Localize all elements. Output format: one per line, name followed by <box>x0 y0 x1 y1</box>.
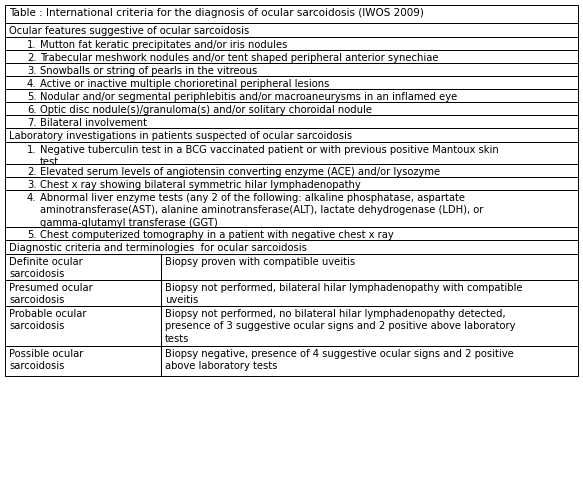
Bar <box>161 306 578 346</box>
Text: Biopsy negative, presence of 4 suggestive ocular signs and 2 positive
above labo: Biopsy negative, presence of 4 suggestiv… <box>165 349 514 371</box>
Bar <box>5 115 578 128</box>
Bar <box>5 5 578 23</box>
Bar <box>161 280 578 306</box>
Text: 7.: 7. <box>27 118 37 128</box>
Text: 2.: 2. <box>27 53 37 63</box>
Text: Definite ocular
sarcoidosis: Definite ocular sarcoidosis <box>9 257 83 279</box>
Text: Chest x ray showing bilateral symmetric hilar lymphadenopathy: Chest x ray showing bilateral symmetric … <box>40 180 361 190</box>
Text: Laboratory investigations in patients suspected of ocular sarcoidosis: Laboratory investigations in patients su… <box>9 131 352 141</box>
Text: 1.: 1. <box>27 145 37 155</box>
Bar <box>5 102 578 115</box>
Text: Bilateral involvement: Bilateral involvement <box>40 118 147 128</box>
Text: Table : International criteria for the diagnosis of ocular sarcoidosis (IWOS 200: Table : International criteria for the d… <box>9 8 424 18</box>
Bar <box>5 306 161 346</box>
Text: Trabecular meshwork nodules and/or tent shaped peripheral anterior synechiae: Trabecular meshwork nodules and/or tent … <box>40 53 438 63</box>
Bar <box>5 76 578 89</box>
Bar <box>5 227 578 240</box>
Bar <box>5 280 161 306</box>
Text: Biopsy not performed, no bilateral hilar lymphadenopathy detected,
presence of 3: Biopsy not performed, no bilateral hilar… <box>165 309 515 344</box>
Bar <box>161 346 578 376</box>
Text: Probable ocular
sarcoidosis: Probable ocular sarcoidosis <box>9 309 86 331</box>
Text: Negative tuberculin test in a BCG vaccinated patient or with previous positive M: Negative tuberculin test in a BCG vaccin… <box>40 145 498 168</box>
Text: 4.: 4. <box>27 193 37 203</box>
Text: Diagnostic criteria and terminologies  for ocular sarcoidosis: Diagnostic criteria and terminologies fo… <box>9 243 307 253</box>
Text: 3.: 3. <box>27 66 37 76</box>
Text: 1.: 1. <box>27 40 37 50</box>
Bar <box>5 50 578 63</box>
Text: Ocular features suggestive of ocular sarcoidosis: Ocular features suggestive of ocular sar… <box>9 26 250 36</box>
Bar <box>5 346 161 376</box>
Bar <box>5 177 578 190</box>
Bar <box>5 240 578 254</box>
Text: Chest computerized tomography in a patient with negative chest x ray: Chest computerized tomography in a patie… <box>40 230 394 240</box>
Bar <box>5 164 578 177</box>
Bar <box>5 254 161 280</box>
Text: Optic disc nodule(s)/granuloma(s) and/or solitary choroidal nodule: Optic disc nodule(s)/granuloma(s) and/or… <box>40 105 372 115</box>
Text: Active or inactive multiple chorioretinal peripheral lesions: Active or inactive multiple chorioretina… <box>40 79 329 89</box>
Text: Biopsy proven with compatible uveitis: Biopsy proven with compatible uveitis <box>165 257 355 267</box>
Bar <box>5 190 578 227</box>
Text: 5.: 5. <box>27 92 37 102</box>
Text: Nodular and/or segmental periphlebitis and/or macroaneurysms in an inflamed eye: Nodular and/or segmental periphlebitis a… <box>40 92 457 102</box>
Bar <box>5 89 578 102</box>
Bar <box>5 23 578 37</box>
Text: 2.: 2. <box>27 167 37 177</box>
Bar <box>161 254 578 280</box>
Text: Possible ocular
sarcoidosis: Possible ocular sarcoidosis <box>9 349 83 371</box>
Text: Abnormal liver enzyme tests (any 2 of the following: alkaline phosphatase, aspar: Abnormal liver enzyme tests (any 2 of th… <box>40 193 483 228</box>
Text: 5.: 5. <box>27 230 37 240</box>
Text: 6.: 6. <box>27 105 37 115</box>
Text: 3.: 3. <box>27 180 37 190</box>
Bar <box>5 63 578 76</box>
Text: Biopsy not performed, bilateral hilar lymphadenopathy with compatible
uveitis: Biopsy not performed, bilateral hilar ly… <box>165 283 522 305</box>
Text: Mutton fat keratic precipitates and/or iris nodules: Mutton fat keratic precipitates and/or i… <box>40 40 287 50</box>
Text: Snowballs or string of pearls in the vitreous: Snowballs or string of pearls in the vit… <box>40 66 257 76</box>
Bar <box>5 142 578 164</box>
Text: 4.: 4. <box>27 79 37 89</box>
Text: Presumed ocular
sarcoidosis: Presumed ocular sarcoidosis <box>9 283 93 305</box>
Text: Elevated serum levels of angiotensin converting enzyme (ACE) and/or lysozyme: Elevated serum levels of angiotensin con… <box>40 167 440 177</box>
Bar <box>5 37 578 50</box>
Bar <box>5 128 578 142</box>
